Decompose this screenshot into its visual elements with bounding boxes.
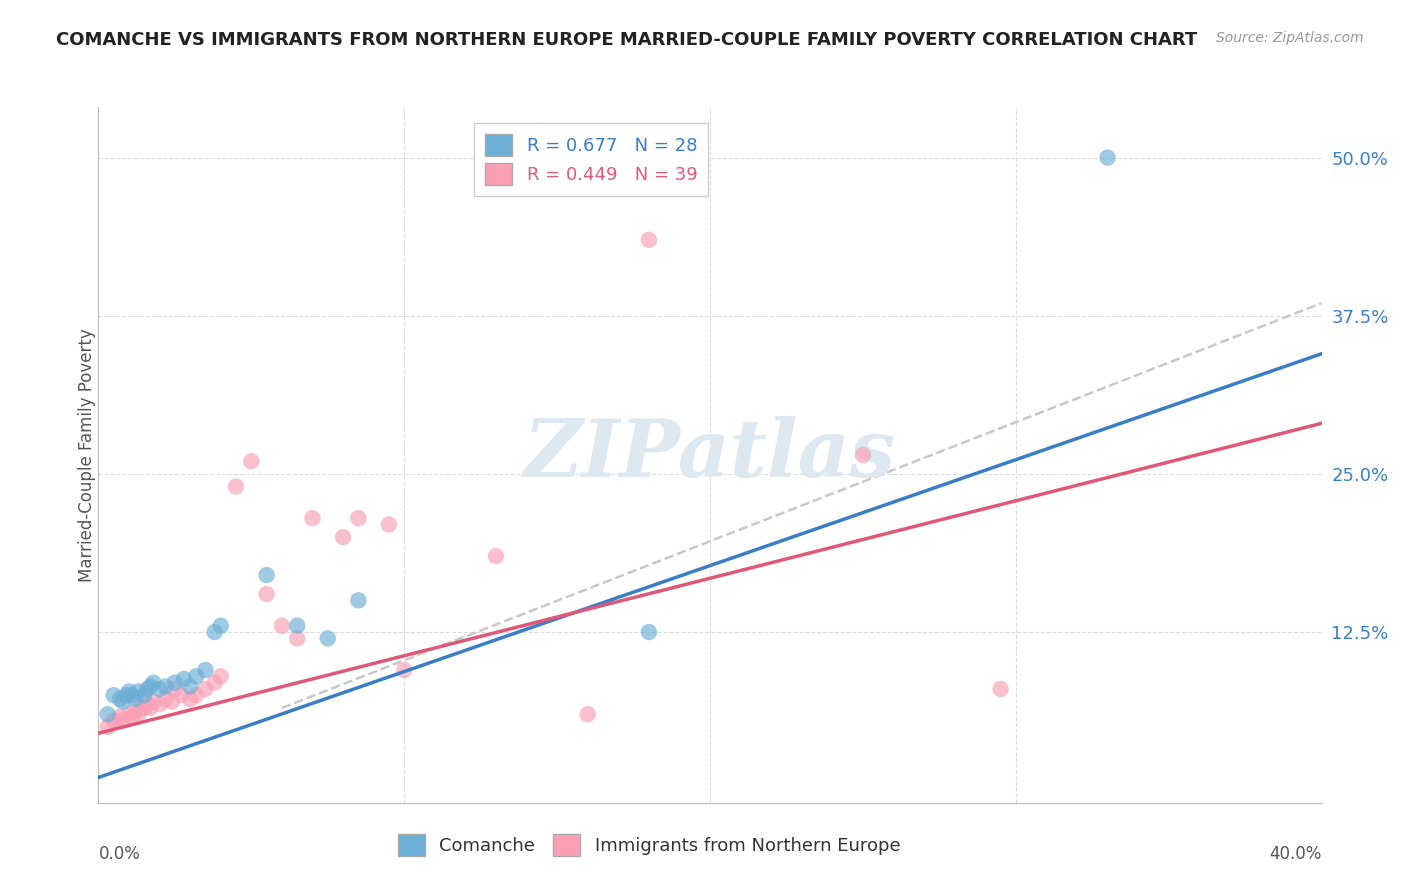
Point [179, 680, 201, 694]
Point [209, 618, 232, 632]
Point [129, 701, 152, 715]
Point [108, 692, 131, 706]
Text: Source: ZipAtlas.com: Source: ZipAtlas.com [1216, 31, 1364, 45]
Point [115, 688, 138, 702]
Point [155, 680, 177, 694]
Point [285, 632, 308, 646]
Point [1097, 151, 1119, 165]
Point [155, 692, 177, 706]
Y-axis label: Married-Couple Family Poverty: Married-Couple Family Poverty [79, 328, 96, 582]
Point [186, 669, 208, 683]
Point [186, 688, 208, 702]
Point [103, 714, 125, 728]
Point [301, 511, 323, 525]
Point [170, 688, 193, 702]
Point [136, 697, 159, 711]
Point [160, 695, 183, 709]
Point [136, 681, 159, 696]
Point [103, 688, 125, 702]
Point [225, 479, 247, 493]
Point [111, 695, 134, 709]
Point [97, 720, 120, 734]
Point [316, 632, 339, 646]
Point [134, 701, 156, 715]
Point [270, 618, 292, 632]
Point [179, 692, 201, 706]
Point [111, 714, 134, 728]
Point [124, 705, 146, 719]
Point [209, 669, 232, 683]
Point [149, 697, 172, 711]
Legend: Comanche, Immigrants from Northern Europe: Comanche, Immigrants from Northern Europ… [391, 827, 907, 863]
Point [194, 663, 217, 677]
Text: ZIPatlas: ZIPatlas [524, 417, 896, 493]
Point [105, 714, 128, 728]
Point [256, 568, 278, 582]
Point [124, 692, 146, 706]
Point [392, 663, 416, 677]
Point [240, 454, 263, 468]
Point [121, 688, 143, 702]
Point [139, 701, 162, 715]
Point [163, 675, 186, 690]
Point [194, 681, 217, 696]
Point [142, 675, 165, 690]
Point [149, 681, 172, 696]
Point [108, 710, 131, 724]
Point [97, 707, 120, 722]
Text: 0.0%: 0.0% [98, 845, 141, 863]
Text: COMANCHE VS IMMIGRANTS FROM NORTHERN EUROPE MARRIED-COUPLE FAMILY POVERTY CORREL: COMANCHE VS IMMIGRANTS FROM NORTHERN EUR… [56, 31, 1198, 49]
Point [637, 625, 661, 640]
Point [990, 681, 1012, 696]
Point [121, 710, 143, 724]
Point [485, 549, 508, 563]
Point [134, 688, 156, 702]
Point [332, 530, 354, 544]
Point [127, 707, 149, 722]
Point [347, 511, 370, 525]
Point [127, 684, 149, 698]
Point [285, 618, 308, 632]
Point [637, 233, 661, 247]
Point [139, 680, 162, 694]
Point [163, 681, 186, 696]
Point [142, 695, 165, 709]
Text: 40.0%: 40.0% [1270, 845, 1322, 863]
Point [347, 593, 370, 607]
Point [378, 517, 401, 532]
Point [204, 675, 226, 690]
Point [256, 587, 278, 601]
Point [118, 684, 141, 698]
Point [576, 707, 599, 722]
Point [118, 707, 141, 722]
Point [173, 672, 195, 686]
Point [852, 448, 875, 462]
Point [204, 625, 226, 640]
